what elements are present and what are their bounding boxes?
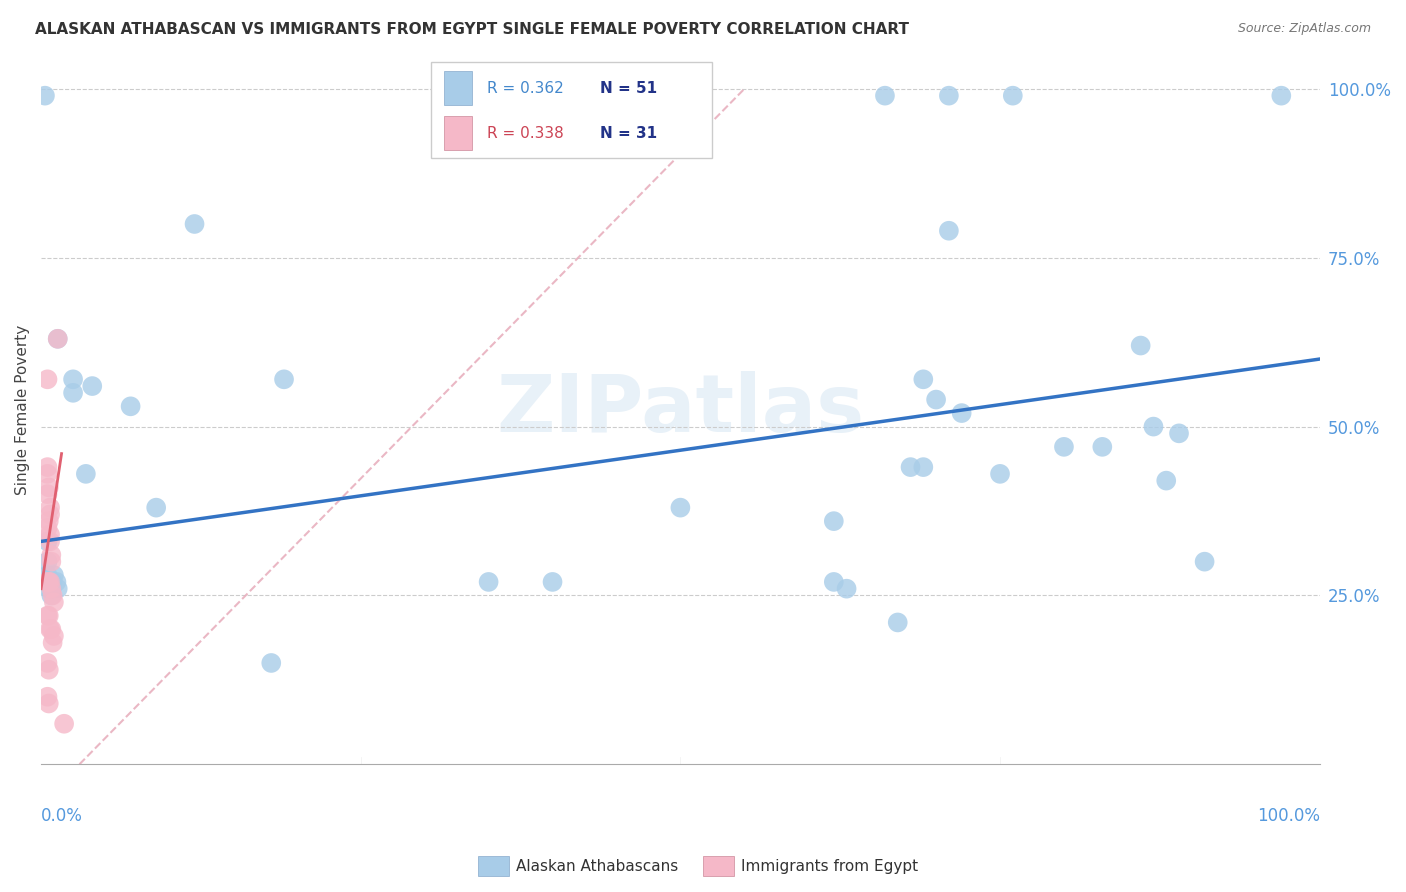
Point — [1168, 426, 1191, 441]
Point — [823, 574, 845, 589]
Point — [34, 88, 56, 103]
Point — [41, 574, 63, 589]
Point — [1142, 419, 1164, 434]
Point — [41, 589, 63, 603]
Point — [39, 574, 62, 589]
Point — [62, 385, 84, 400]
Point — [42, 629, 65, 643]
Point — [37, 608, 59, 623]
Point — [41, 548, 63, 562]
Text: Immigrants from Egypt: Immigrants from Egypt — [741, 859, 918, 873]
Point — [37, 534, 59, 549]
Point — [912, 460, 935, 475]
Point — [39, 534, 62, 549]
Point — [37, 521, 59, 535]
Point — [45, 574, 67, 589]
Point — [644, 88, 666, 103]
Point — [37, 656, 59, 670]
Point — [38, 697, 60, 711]
Point — [823, 514, 845, 528]
Point — [120, 400, 142, 414]
Point — [38, 514, 60, 528]
Point — [1270, 88, 1292, 103]
FancyBboxPatch shape — [444, 71, 472, 105]
Point — [273, 372, 295, 386]
Point — [38, 480, 60, 494]
Text: Source: ZipAtlas.com: Source: ZipAtlas.com — [1237, 22, 1371, 36]
Point — [541, 574, 564, 589]
Point — [912, 372, 935, 386]
Point — [46, 332, 69, 346]
Point — [39, 508, 62, 522]
Point — [41, 636, 63, 650]
Point — [39, 574, 62, 589]
Text: ALASKAN ATHABASCAN VS IMMIGRANTS FROM EGYPT SINGLE FEMALE POVERTY CORRELATION CH: ALASKAN ATHABASCAN VS IMMIGRANTS FROM EG… — [35, 22, 910, 37]
Text: ZIPatlas: ZIPatlas — [496, 371, 865, 449]
Point — [75, 467, 97, 481]
Point — [37, 568, 59, 582]
Point — [38, 574, 60, 589]
Point — [46, 332, 69, 346]
Point — [1154, 474, 1177, 488]
FancyBboxPatch shape — [444, 116, 472, 151]
Point — [39, 500, 62, 515]
Point — [900, 460, 922, 475]
Point — [37, 555, 59, 569]
Y-axis label: Single Female Poverty: Single Female Poverty — [15, 325, 30, 495]
Point — [183, 217, 205, 231]
Point — [938, 224, 960, 238]
FancyBboxPatch shape — [432, 62, 713, 158]
Point — [37, 460, 59, 475]
Point — [37, 372, 59, 386]
Point — [46, 582, 69, 596]
Point — [41, 555, 63, 569]
Point — [835, 582, 858, 596]
Point — [53, 716, 76, 731]
Point — [988, 467, 1011, 481]
Point — [41, 589, 63, 603]
Text: Alaskan Athabascans: Alaskan Athabascans — [516, 859, 678, 873]
Point — [41, 582, 63, 596]
Point — [950, 406, 973, 420]
Point — [1129, 338, 1152, 352]
Point — [1001, 88, 1024, 103]
Text: 0.0%: 0.0% — [41, 807, 83, 825]
Point — [1194, 555, 1216, 569]
Text: R = 0.338: R = 0.338 — [488, 126, 564, 141]
Point — [1091, 440, 1114, 454]
Point — [41, 622, 63, 636]
Point — [39, 527, 62, 541]
Point — [873, 88, 896, 103]
Point — [38, 582, 60, 596]
Point — [62, 372, 84, 386]
Point — [41, 582, 63, 596]
Point — [1053, 440, 1076, 454]
Point — [925, 392, 948, 407]
Point — [938, 88, 960, 103]
Point — [38, 574, 60, 589]
Point — [82, 379, 104, 393]
Point — [491, 88, 513, 103]
Text: N = 51: N = 51 — [600, 81, 657, 95]
Point — [39, 622, 62, 636]
Point — [887, 615, 910, 630]
Point — [38, 663, 60, 677]
Text: R = 0.362: R = 0.362 — [488, 81, 564, 95]
Point — [37, 467, 59, 481]
Point — [37, 574, 59, 589]
Point — [478, 574, 501, 589]
Point — [37, 690, 59, 704]
Point — [38, 608, 60, 623]
Point — [42, 568, 65, 582]
Point — [260, 656, 283, 670]
Text: N = 31: N = 31 — [600, 126, 657, 141]
Point — [579, 88, 602, 103]
Point — [42, 595, 65, 609]
Point — [37, 487, 59, 501]
Point — [145, 500, 167, 515]
Point — [669, 500, 692, 515]
Text: 100.0%: 100.0% — [1257, 807, 1320, 825]
